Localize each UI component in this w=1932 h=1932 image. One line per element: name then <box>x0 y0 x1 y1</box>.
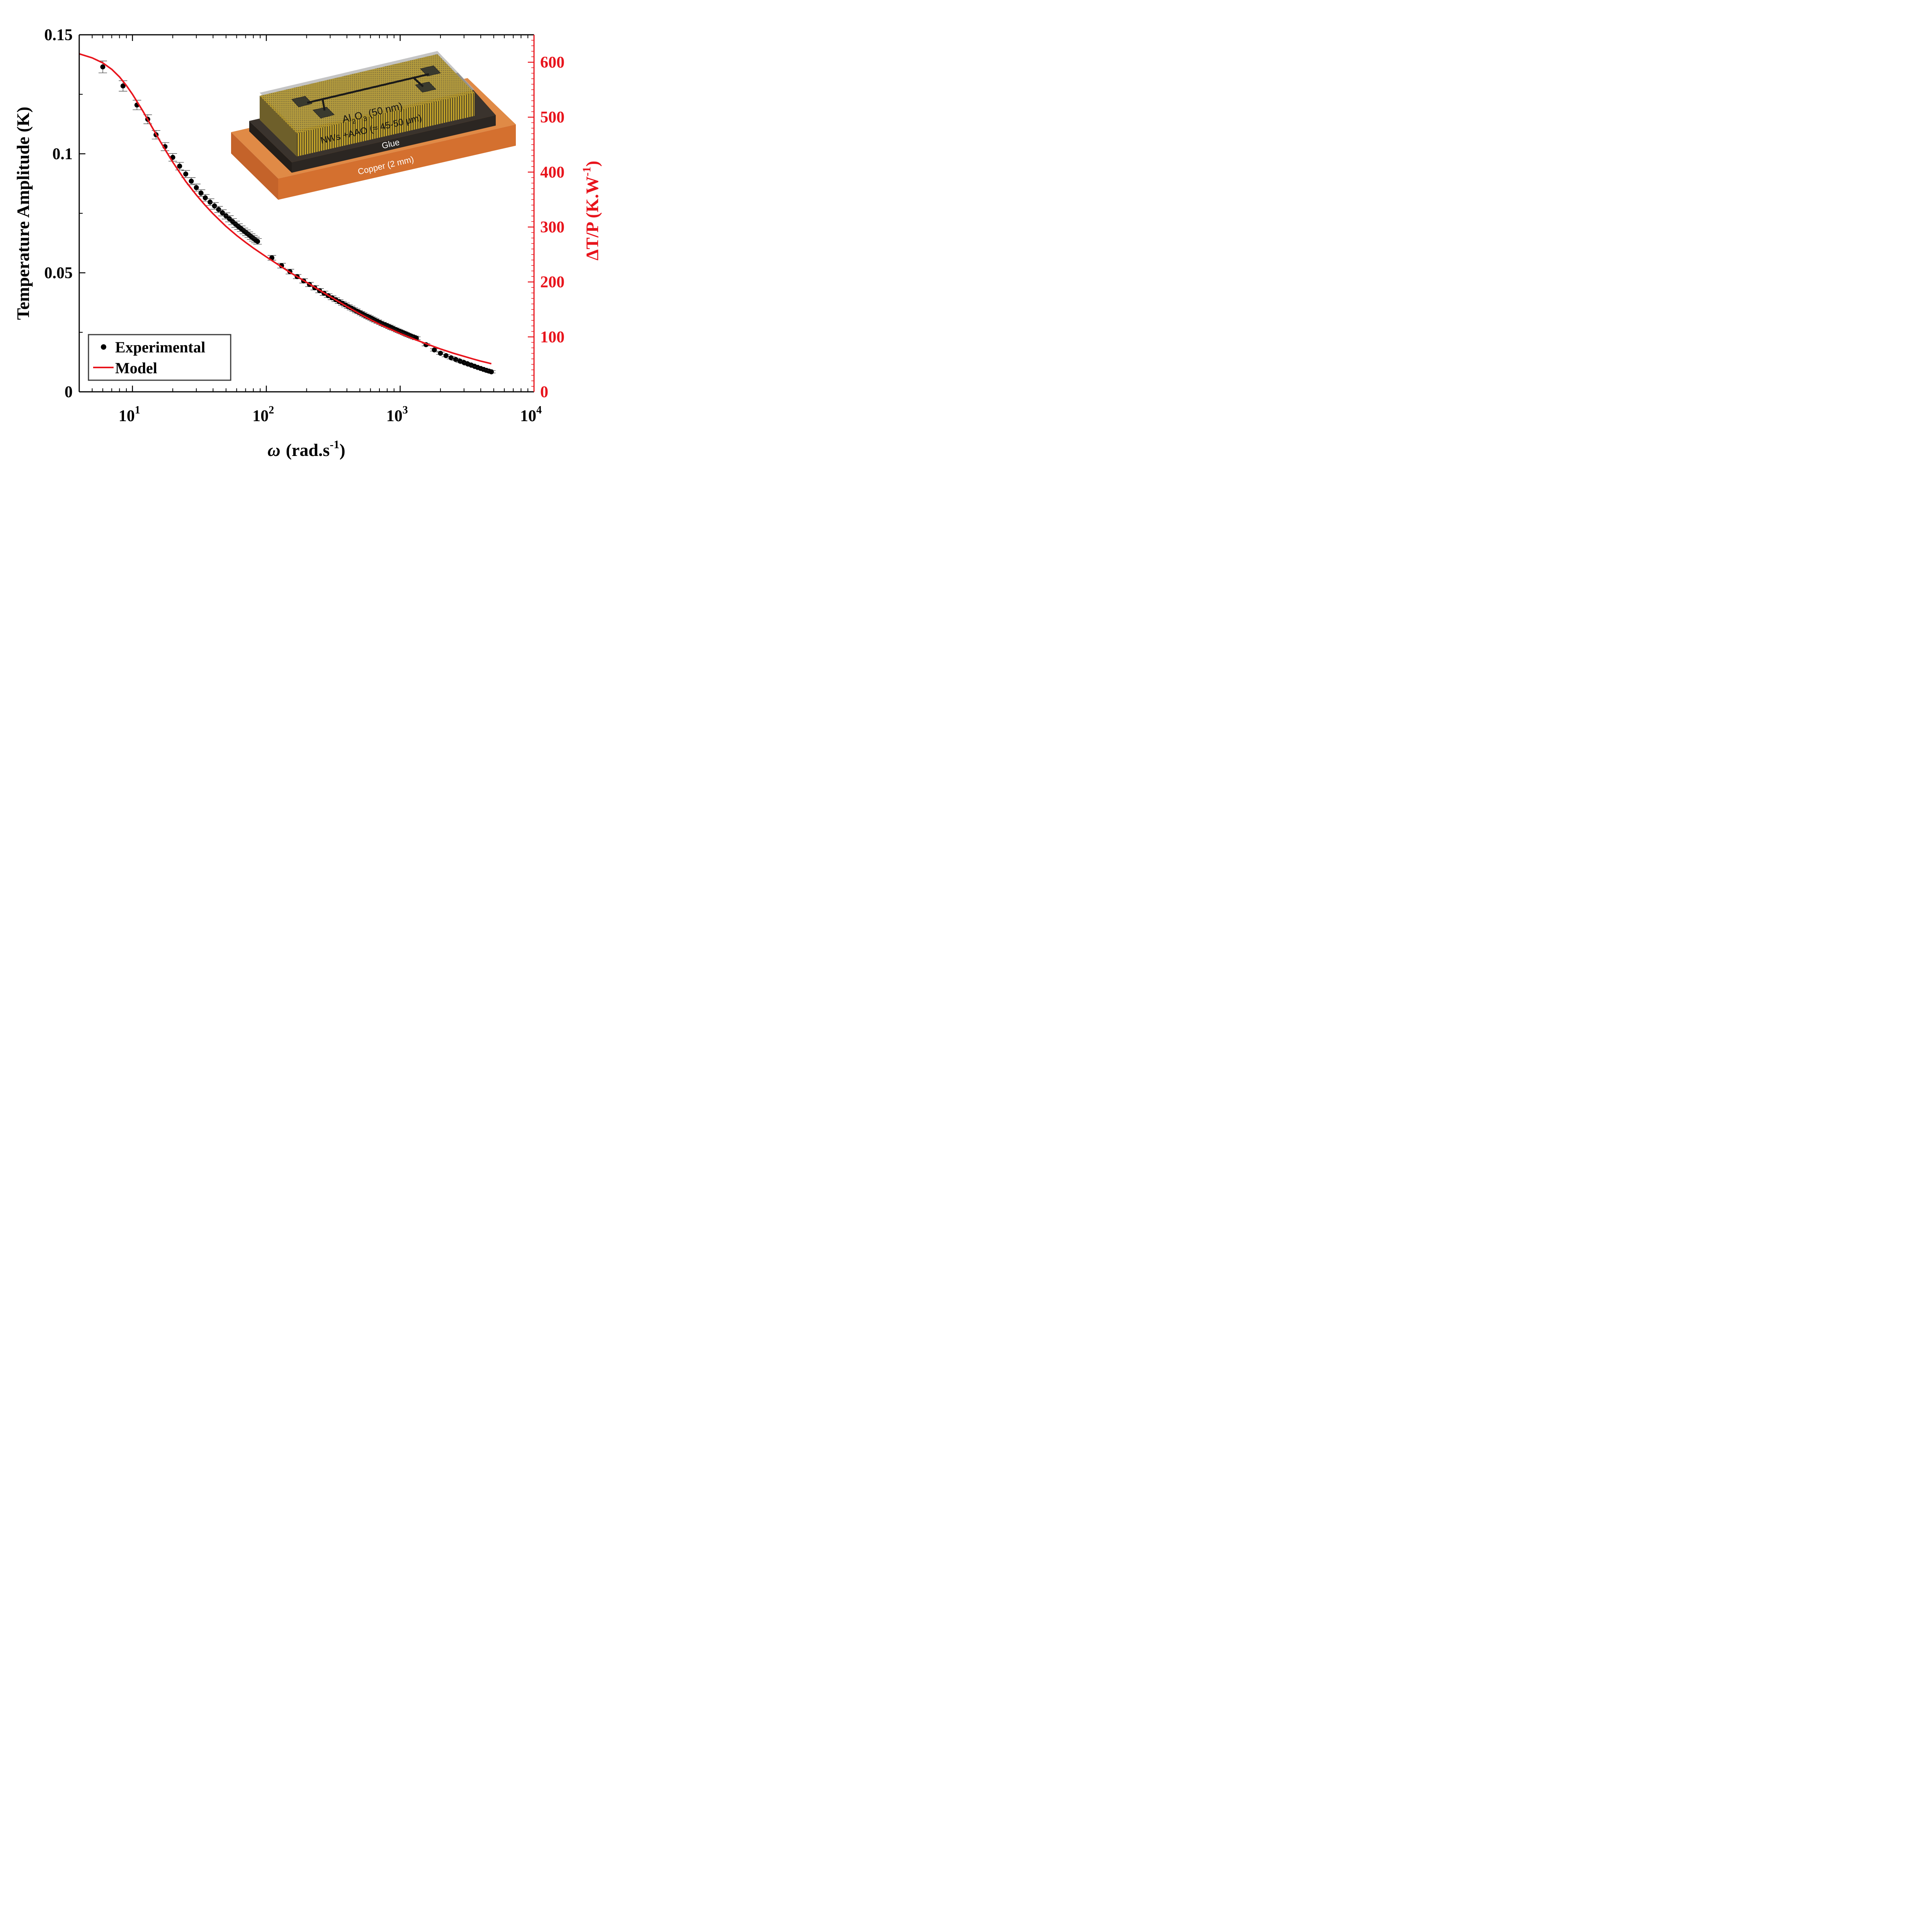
data-point <box>438 350 443 356</box>
data-point <box>198 190 204 196</box>
data-point <box>100 64 105 70</box>
data-point <box>223 213 229 219</box>
data-point <box>255 239 260 244</box>
data-point-group <box>197 189 206 197</box>
x-tick-label: 104 <box>520 404 542 425</box>
x-axis-label: ω (rad.s-1) <box>267 438 345 460</box>
data-point-group <box>133 100 141 110</box>
y-tick-label: 0.1 <box>53 145 73 163</box>
data-point-group <box>487 369 496 374</box>
alumina-layer-top <box>260 54 474 133</box>
y2-tick-label: 200 <box>540 274 565 291</box>
heater-lead <box>321 99 326 111</box>
legend-label-model: Model <box>115 359 157 377</box>
glue-front-face <box>249 121 292 173</box>
data-point <box>216 207 221 212</box>
data-point <box>448 355 454 361</box>
electrode-pad <box>313 107 335 119</box>
heater-lead <box>413 77 424 87</box>
model-line <box>79 53 492 365</box>
copper-side-face <box>278 124 516 200</box>
y-ticks <box>79 34 85 393</box>
nws-front-face <box>260 96 297 156</box>
legend-marker-experimental <box>101 344 106 350</box>
glue-side-face <box>292 115 496 173</box>
sample-stack-illustration: Al2O3 (50 nm) NWs +AAO (≈ 45-50 µm) Glue… <box>231 51 516 200</box>
electrode-pad <box>420 65 441 77</box>
y2-tick-labels: 0 100 200 300 400 500 600 <box>540 54 565 401</box>
data-point-group <box>436 350 445 356</box>
x-tick-label: 103 <box>386 404 408 425</box>
heater-line <box>307 73 429 104</box>
data-point <box>443 353 449 358</box>
data-point <box>432 347 437 353</box>
copper-front-face <box>231 132 278 200</box>
series-layer <box>79 53 496 374</box>
data-point-group <box>451 357 460 362</box>
data-point-group <box>225 215 234 222</box>
y2-tick-label: 600 <box>540 54 565 71</box>
data-point-group <box>253 238 262 245</box>
legend-label-experimental: Experimental <box>115 338 205 356</box>
data-point <box>189 179 194 184</box>
data-point-group <box>447 355 456 361</box>
y2-tick-label: 100 <box>540 328 565 346</box>
data-point <box>177 163 182 169</box>
y2-tick-label: 500 <box>540 109 565 126</box>
y-tick-labels: 0 0.05 0.1 0.15 <box>44 26 73 401</box>
y-tick-label: 0 <box>65 383 73 401</box>
data-point-group <box>210 202 219 210</box>
data-point <box>183 171 189 177</box>
x-tick-label: 102 <box>252 404 274 425</box>
data-point <box>227 216 232 221</box>
electrode-pad <box>291 96 313 107</box>
nws-side-face <box>297 93 474 156</box>
x-tick-labels: 101 102 103 104 <box>119 404 542 425</box>
x-tick-label: 101 <box>119 404 140 425</box>
chart: Al2O3 (50 nm) NWs +AAO (≈ 45-50 µm) Glue… <box>13 26 602 460</box>
legend-box <box>88 334 231 381</box>
data-point <box>120 83 126 88</box>
data-point <box>202 195 208 201</box>
y2-tick-label: 400 <box>540 163 565 181</box>
data-point-group <box>442 353 451 358</box>
y2-axis-label: ΔT/P (K.W-1) <box>580 161 602 260</box>
data-point <box>453 357 458 362</box>
y2-tick-label: 0 <box>540 383 548 401</box>
data-point-group <box>175 162 184 170</box>
data-point <box>194 185 199 190</box>
legend: Experimental Model <box>88 334 231 381</box>
data-point-group <box>201 194 210 202</box>
y-tick-label: 0.05 <box>44 264 73 282</box>
data-point <box>212 203 217 209</box>
y2-ticks <box>528 34 534 393</box>
data-point <box>489 369 494 374</box>
data-point <box>207 199 213 205</box>
data-point <box>457 359 463 364</box>
y-axis-label: Temperature Amplitude (K) <box>13 107 33 320</box>
data-point-group <box>430 347 439 353</box>
y-tick-label: 0.15 <box>44 26 73 44</box>
y2-tick-label: 300 <box>540 219 565 236</box>
